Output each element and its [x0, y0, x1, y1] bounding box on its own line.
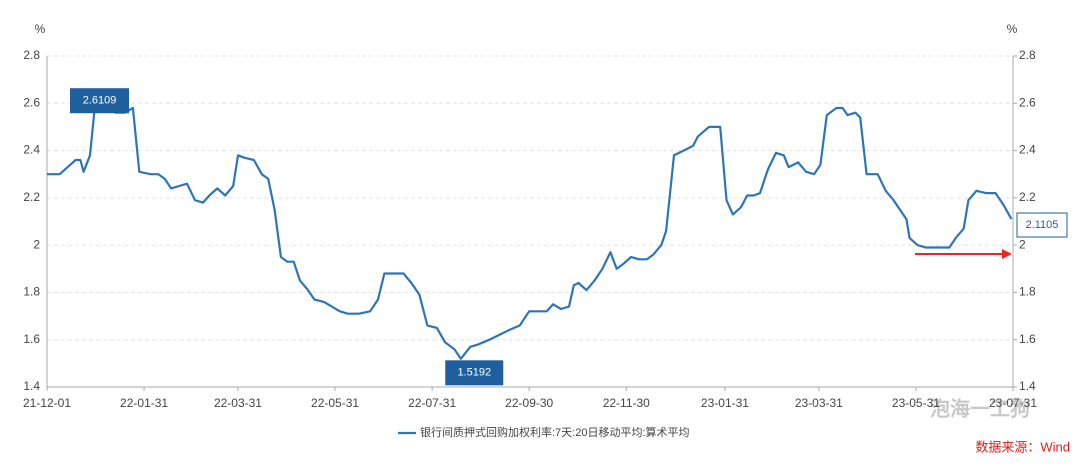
- x-tick-label: 23-05-31: [892, 396, 940, 410]
- x-tick-label: 21-12-01: [23, 396, 71, 410]
- y-tick-label: 2.4: [23, 143, 40, 157]
- annotation-label: 2.1105: [1026, 219, 1059, 231]
- annotation-box: [445, 360, 504, 386]
- y2-tick-label: 1.4: [1019, 379, 1036, 393]
- y2-tick-label: 1.8: [1019, 285, 1036, 299]
- annotation-box: [1016, 212, 1068, 238]
- source: 数据来源：Wind: [975, 439, 1070, 454]
- y-tick-label: 1.8: [23, 285, 40, 299]
- watermark: 泡海一工狗: [930, 396, 1030, 420]
- x-tick-label: 22-03-31: [214, 396, 262, 410]
- x-tick-label: 22-07-31: [408, 396, 456, 410]
- x-tick-label: 22-11-30: [603, 396, 650, 410]
- x-tick-label: 23-07-31: [989, 396, 1037, 410]
- annotation-box: [70, 88, 130, 114]
- x-tick-label: 22-01-31: [120, 396, 168, 410]
- y-tick-label: 2: [33, 237, 40, 251]
- annotation-label: 1.5192: [457, 367, 491, 379]
- y2-tick-label: 2: [1019, 237, 1026, 251]
- y2-unit: %: [1007, 22, 1018, 36]
- x-tick-label: 22-09-30: [505, 396, 553, 410]
- y-tick-label: 2.6: [23, 95, 40, 109]
- y2-tick-label: 2.2: [1019, 190, 1036, 204]
- arrow-head: [1002, 249, 1012, 259]
- y-tick-label: 1.6: [23, 332, 40, 346]
- y2-tick-label: 2.6: [1019, 95, 1036, 109]
- y-tick-label: 2.2: [23, 190, 40, 204]
- x-tick-label: 22-05-31: [311, 396, 359, 410]
- data-line: [47, 99, 1013, 360]
- x-tick-label: 23-03-31: [795, 396, 843, 410]
- annotation-label: 2.6109: [83, 95, 117, 107]
- legend-label: 银行间质押式回购加权利率:7天:20日移动平均:算术平均: [420, 425, 690, 439]
- y-tick-label: 1.4: [23, 379, 40, 393]
- y2-tick-label: 2.4: [1019, 143, 1036, 157]
- y2-tick-label: 2.8: [1019, 48, 1036, 62]
- y2-tick-label: 1.6: [1019, 332, 1036, 346]
- y-tick-label: 2.8: [23, 48, 40, 62]
- y-unit: %: [35, 22, 46, 36]
- x-tick-label: 23-01-31: [701, 396, 749, 410]
